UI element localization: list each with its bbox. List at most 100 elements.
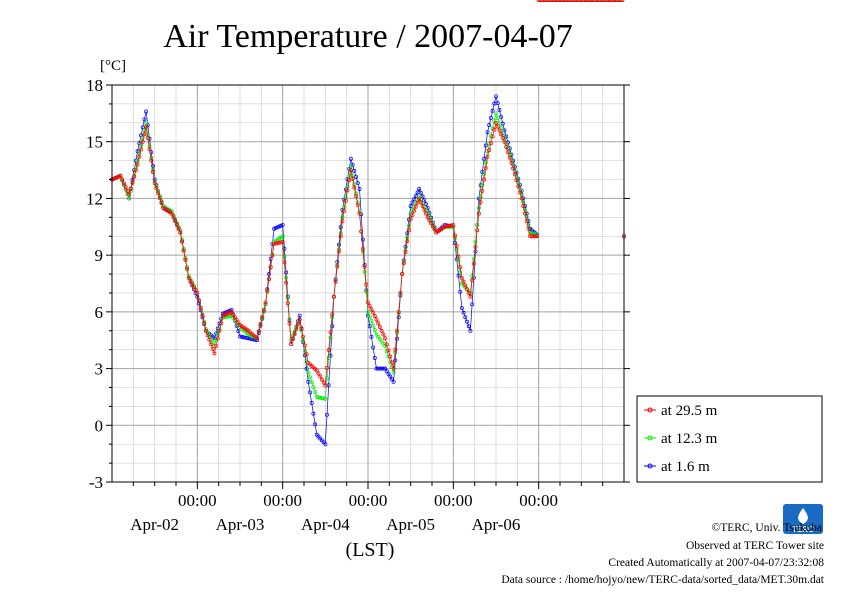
series-point (418, 190, 423, 195)
plot-series (110, 0, 626, 447)
series-point (377, 325, 382, 329)
series-point (372, 356, 377, 360)
series-point (366, 300, 370, 305)
series-point (495, 116, 500, 121)
series-point (543, 0, 548, 2)
series-point (512, 172, 517, 177)
series-point (352, 185, 357, 190)
series-point (468, 328, 473, 333)
series-point (142, 132, 147, 137)
series-point (360, 237, 365, 242)
series-point (325, 365, 329, 370)
series-point (587, 0, 592, 2)
series-point (297, 313, 302, 318)
series-point (487, 148, 492, 152)
water-drop-icon (798, 508, 808, 524)
legend-box (636, 395, 823, 483)
series-point (369, 334, 374, 339)
series-point (480, 183, 485, 188)
series-point (347, 178, 352, 183)
series-point (594, 0, 599, 2)
series-point (123, 185, 128, 190)
series-point (330, 324, 335, 329)
series-point (505, 150, 510, 155)
series-point (453, 241, 457, 245)
series-point (407, 228, 411, 233)
series-point (466, 291, 471, 295)
series-point (494, 111, 498, 116)
y-tick-label: -3 (89, 473, 103, 492)
series-point (314, 394, 319, 399)
series-point (476, 205, 481, 210)
series-point (364, 282, 369, 287)
series-point (149, 158, 154, 163)
series-point (308, 375, 312, 380)
series-point (311, 411, 316, 416)
series-point (342, 208, 347, 213)
series-point (492, 127, 497, 132)
series-point (234, 317, 239, 322)
series-point (282, 246, 287, 251)
series-point (502, 139, 507, 144)
series-point (343, 194, 348, 199)
series-point (366, 309, 370, 314)
series-point (154, 186, 159, 191)
series-point (159, 201, 164, 205)
y-tick-label: 3 (95, 360, 104, 379)
series-point (388, 354, 393, 359)
series-point (144, 120, 149, 125)
footer-source: Data source : /home/hojyo/new/TERC-data/… (501, 574, 824, 586)
series-point (308, 390, 312, 395)
series-point (487, 123, 492, 128)
series-point (372, 328, 377, 332)
series-point (145, 135, 150, 140)
series-point (490, 134, 495, 139)
series-point (338, 225, 343, 230)
series-point (304, 352, 309, 357)
series-point (325, 412, 329, 417)
series-point (494, 94, 498, 99)
series-point (260, 314, 265, 319)
series-point (483, 160, 488, 165)
series-point (538, 0, 543, 2)
series-point (407, 223, 411, 228)
series-point (593, 0, 597, 2)
series-point (465, 319, 469, 324)
series-point (386, 371, 391, 376)
series-point (367, 303, 372, 308)
series-point (384, 369, 389, 374)
series-point (328, 335, 333, 340)
series-point (523, 211, 527, 216)
series-point (326, 356, 331, 360)
series-point (476, 211, 481, 216)
series-point (125, 188, 130, 193)
series-point (618, 0, 623, 2)
series-point (616, 0, 621, 2)
series-point (144, 124, 149, 129)
series-point (219, 321, 224, 326)
series-point (355, 202, 360, 207)
series-point (579, 0, 584, 2)
series-point (517, 190, 522, 195)
series-point (137, 154, 142, 159)
series-point (582, 0, 587, 2)
series-point (540, 0, 545, 2)
series-point (142, 117, 147, 122)
series-point (405, 239, 410, 244)
series-point (553, 0, 558, 2)
series-point (275, 241, 280, 245)
series-point (362, 264, 367, 269)
series-point (395, 336, 399, 341)
series-point (280, 222, 285, 227)
series-point (350, 176, 355, 181)
series-point (461, 279, 466, 284)
series-point (302, 343, 307, 348)
series-point (548, 0, 553, 2)
series-point (488, 115, 493, 120)
y-tick-label: 6 (95, 303, 104, 322)
series-point (417, 196, 422, 201)
y-tick-label: 9 (95, 246, 104, 265)
series-point (277, 240, 282, 245)
series-point (507, 155, 512, 160)
